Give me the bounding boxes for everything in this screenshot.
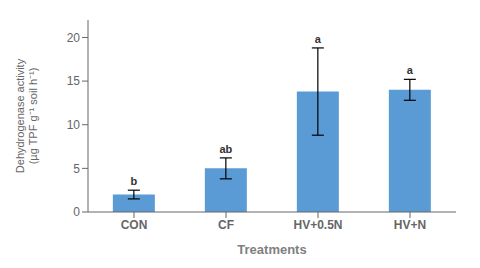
svg-text:a: a	[407, 64, 414, 76]
svg-text:Dehydrogenase activity(µg TPF: Dehydrogenase activity(µg TPF g⁻¹ soil h…	[14, 58, 39, 173]
svg-text:10: 10	[67, 118, 81, 132]
svg-text:5: 5	[73, 162, 80, 176]
svg-text:ab: ab	[219, 143, 232, 155]
svg-text:15: 15	[67, 74, 81, 88]
svg-text:HV+N: HV+N	[394, 218, 426, 232]
svg-text:b: b	[130, 175, 137, 187]
svg-text:0: 0	[73, 205, 80, 219]
svg-text:CON: CON	[121, 218, 148, 232]
svg-text:a: a	[315, 33, 322, 45]
svg-text:CF: CF	[218, 218, 234, 232]
svg-text:HV+0.5N: HV+0.5N	[293, 218, 342, 232]
svg-text:Treatments: Treatments	[237, 242, 306, 257]
svg-text:20: 20	[67, 31, 81, 45]
